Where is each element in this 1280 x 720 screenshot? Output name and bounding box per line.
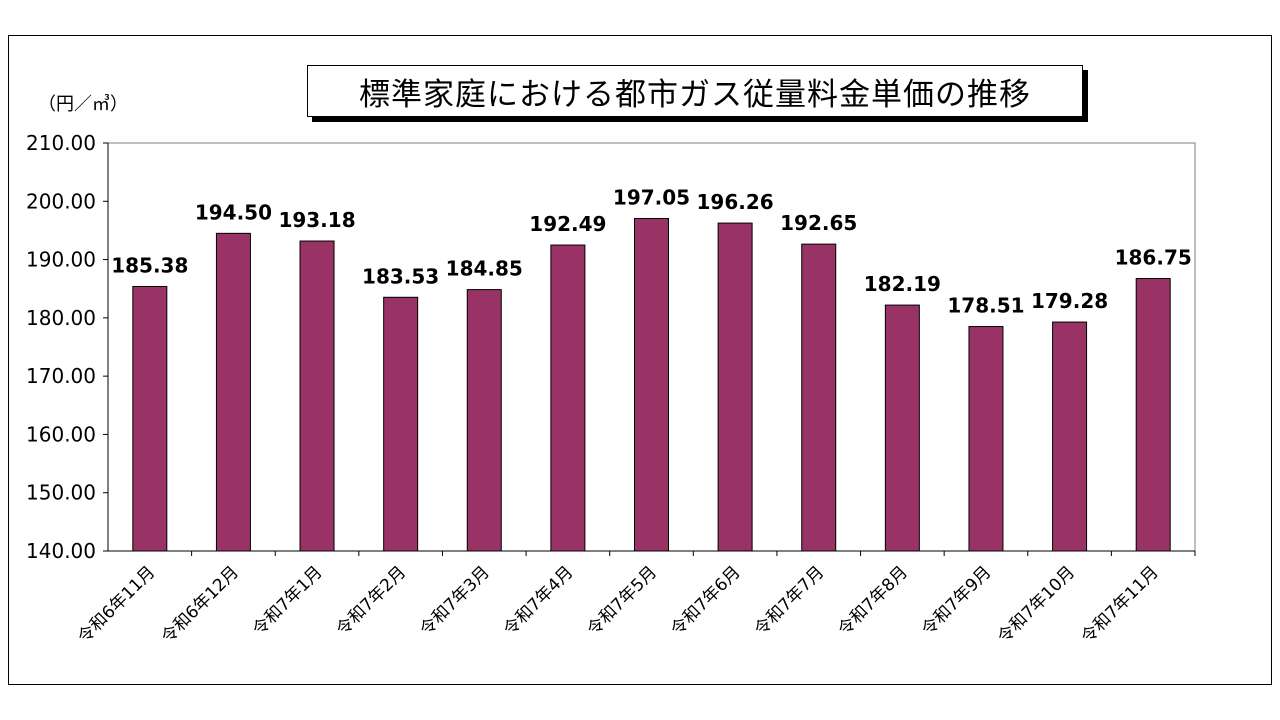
- x-tick-label: 令和6年11月: [74, 562, 159, 647]
- x-tick-label: 令和7年4月: [500, 562, 578, 640]
- bar: [1135, 278, 1171, 552]
- data-label: 192.65: [780, 211, 857, 235]
- data-label: 197.05: [613, 185, 690, 209]
- data-label: 192.49: [529, 212, 606, 236]
- data-label: 178.51: [947, 294, 1024, 318]
- chart-title-box: 標準家庭における都市ガス従量料金単価の推移: [307, 65, 1083, 117]
- bar: [132, 285, 168, 552]
- data-label: 194.50: [195, 200, 272, 224]
- bar: [801, 243, 837, 552]
- bar: [550, 244, 586, 552]
- x-tick-label: 令和7年2月: [333, 562, 411, 640]
- data-label: 183.53: [362, 264, 439, 288]
- y-tick-label: 180.00: [26, 306, 96, 330]
- y-axis-unit-label: （円／㎥）: [38, 94, 128, 115]
- x-tick-label: 令和7年9月: [918, 562, 996, 640]
- x-tick-label: 令和7年1月: [249, 562, 327, 640]
- x-tick-label: 令和7年7月: [751, 562, 829, 640]
- x-tick-label: 令和7年5月: [584, 562, 662, 640]
- x-tick-label: 令和7年11月: [1078, 562, 1163, 647]
- y-tick-label: 160.00: [26, 422, 96, 446]
- bar: [634, 217, 669, 552]
- data-label: 184.85: [446, 257, 523, 281]
- data-label: 185.38: [111, 253, 188, 277]
- bar: [1052, 321, 1088, 552]
- bar: [215, 232, 251, 552]
- data-label: 179.28: [1031, 289, 1108, 313]
- x-tick-label: 令和7年6月: [667, 562, 745, 640]
- bar: [299, 240, 335, 552]
- bar: [884, 304, 920, 552]
- y-tick-label: 170.00: [26, 364, 96, 388]
- x-tick-label: 令和6年12月: [158, 562, 243, 647]
- bar: [383, 296, 419, 552]
- chart-title: 標準家庭における都市ガス従量料金単価の推移: [359, 76, 1031, 113]
- x-tick-label: 令和7年8月: [834, 562, 912, 640]
- data-label: 193.18: [278, 208, 355, 232]
- data-label: 196.26: [697, 190, 774, 214]
- x-tick-label: 令和7年3月: [416, 562, 494, 640]
- bar: [466, 289, 502, 552]
- data-label: 186.75: [1115, 246, 1192, 270]
- y-tick-label: 200.00: [26, 189, 96, 213]
- y-tick-label: 150.00: [26, 481, 96, 505]
- x-tick-label: 令和7年10月: [994, 562, 1079, 647]
- data-label: 182.19: [864, 272, 941, 296]
- bar: [717, 222, 753, 552]
- y-tick-label: 190.00: [26, 248, 96, 272]
- y-tick-label: 140.00: [26, 539, 96, 563]
- chart-frame: [8, 35, 1272, 685]
- y-tick-label: 210.00: [26, 131, 96, 155]
- bar: [968, 326, 1004, 552]
